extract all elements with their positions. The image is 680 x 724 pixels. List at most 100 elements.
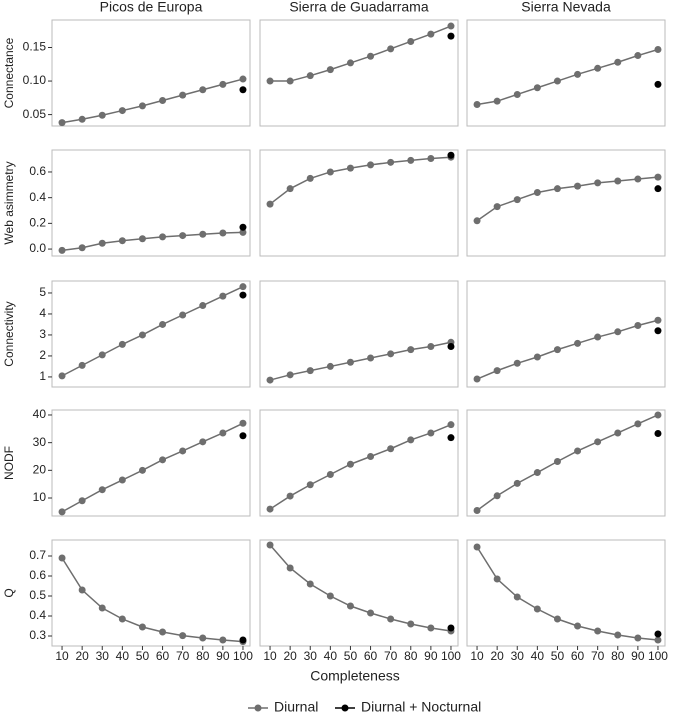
data-point <box>199 302 207 310</box>
data-point <box>533 605 541 613</box>
series-line <box>61 285 244 377</box>
panel-border <box>466 149 666 257</box>
data-point <box>239 228 247 236</box>
x-tick-label: 60 <box>571 649 585 663</box>
series-line <box>476 546 659 641</box>
data-point <box>447 421 455 429</box>
data-point <box>239 75 247 83</box>
y-tick-label: 0.7 <box>29 548 46 562</box>
y-tick-label: 4 <box>39 306 46 320</box>
data-point <box>614 631 622 639</box>
data-point <box>286 492 294 500</box>
data-point <box>98 239 106 247</box>
series-line <box>476 319 659 380</box>
data-point <box>634 52 642 60</box>
data-point <box>199 86 207 94</box>
data-point <box>387 445 395 453</box>
data-point <box>179 232 187 240</box>
series-line <box>61 231 243 252</box>
data-point <box>533 84 541 92</box>
data-point <box>58 508 66 516</box>
data-point <box>326 66 334 74</box>
data-point <box>219 229 227 237</box>
data-point <box>326 362 334 370</box>
x-tick-label: 30 <box>304 649 318 663</box>
data-point <box>326 168 334 176</box>
data-point <box>266 200 274 208</box>
data-point <box>118 340 126 348</box>
data-point <box>473 217 481 225</box>
y-tick-label: 3 <box>39 327 46 341</box>
data-point <box>306 580 314 588</box>
x-tick-label: 100 <box>233 649 253 663</box>
data-point <box>594 333 602 341</box>
data-point <box>239 432 247 440</box>
y-tick-label: 10 <box>33 490 47 504</box>
data-point <box>533 353 541 361</box>
data-point <box>159 456 167 464</box>
data-point <box>58 246 66 254</box>
data-point <box>346 59 354 67</box>
data-point <box>533 189 541 197</box>
data-point <box>387 615 395 623</box>
y-axis-label: NODF <box>2 446 16 480</box>
data-point <box>219 636 227 644</box>
data-point <box>199 634 207 642</box>
panel-border <box>51 149 251 257</box>
data-point <box>239 636 247 644</box>
data-point <box>447 624 455 632</box>
y-tick-label: 0.10 <box>23 73 47 87</box>
data-point <box>493 492 501 500</box>
data-point <box>654 636 662 644</box>
column-title: Sierra de Guadarrama <box>289 0 429 15</box>
y-tick-label: 0.2 <box>29 216 46 230</box>
x-tick-label: 50 <box>136 649 150 663</box>
panel-border <box>51 280 251 388</box>
x-tick-label: 80 <box>196 649 210 663</box>
data-point <box>513 90 521 98</box>
data-point <box>473 101 481 109</box>
data-point <box>447 22 455 30</box>
data-point <box>654 185 662 193</box>
data-point <box>367 52 375 60</box>
data-point <box>199 230 207 238</box>
data-point <box>78 244 86 252</box>
data-point <box>118 237 126 245</box>
x-axis-label: Completeness <box>310 668 400 684</box>
data-point <box>553 346 561 354</box>
data-point <box>634 420 642 428</box>
y-tick-label: 0.5 <box>29 588 46 602</box>
data-point <box>78 586 86 594</box>
data-point <box>138 102 146 110</box>
data-point <box>427 624 435 632</box>
data-point <box>219 429 227 437</box>
data-point <box>407 620 415 628</box>
data-point <box>138 466 146 474</box>
data-point <box>493 97 501 105</box>
data-point <box>447 342 455 350</box>
y-tick-label: 0.05 <box>23 107 47 121</box>
data-point <box>427 342 435 350</box>
x-tick-label: 20 <box>490 649 504 663</box>
x-tick-label: 10 <box>470 649 484 663</box>
y-tick-label: 40 <box>33 407 47 421</box>
data-point <box>326 470 334 478</box>
x-tick-label: 100 <box>441 649 461 663</box>
y-tick-label: 0.3 <box>29 628 46 642</box>
series-line <box>270 25 452 82</box>
data-point <box>199 438 207 446</box>
panel-border <box>466 409 666 517</box>
data-point <box>634 175 642 183</box>
data-point <box>78 115 86 123</box>
data-point <box>654 411 662 419</box>
data-point <box>387 158 395 166</box>
data-point <box>98 351 106 359</box>
series-line <box>269 341 452 381</box>
y-tick-label: 5 <box>39 285 46 299</box>
data-point <box>306 72 314 80</box>
data-point <box>493 367 501 375</box>
data-point <box>346 358 354 366</box>
data-point <box>594 627 602 635</box>
data-point <box>219 292 227 300</box>
y-axis-label: Connectance <box>2 37 16 108</box>
